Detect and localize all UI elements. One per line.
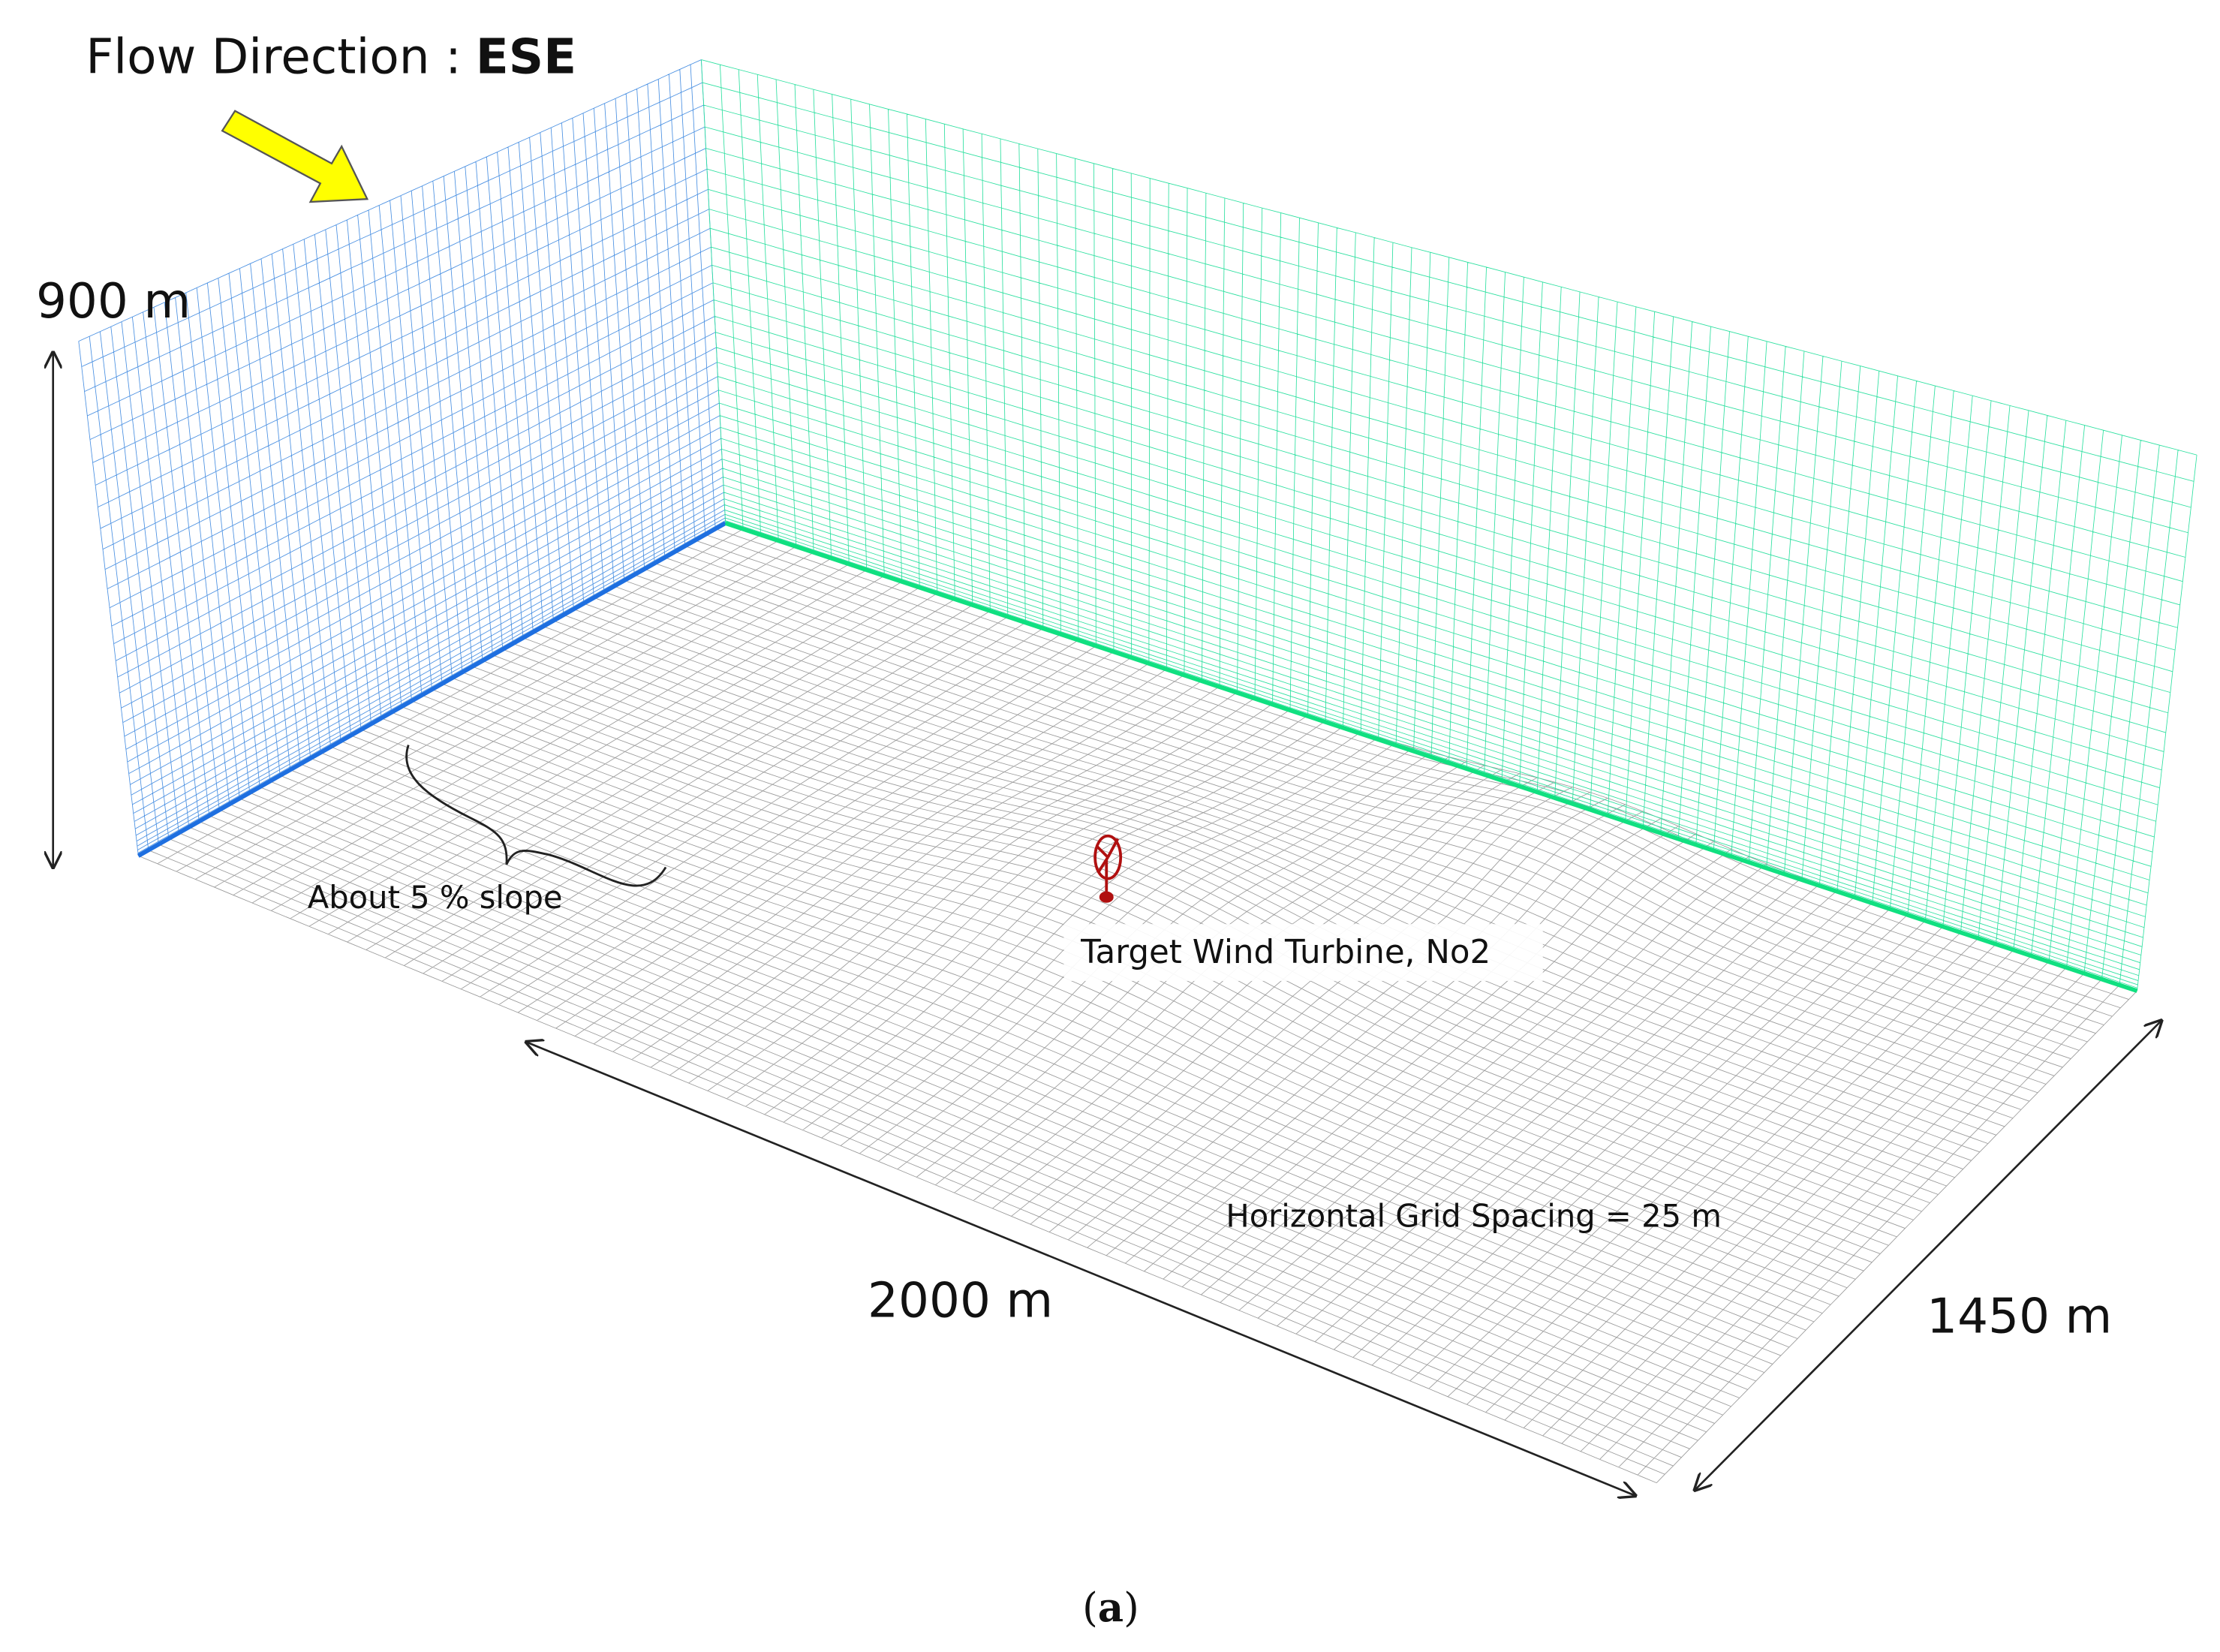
caption-close: ) [1124,1584,1139,1631]
mesh [78,59,2197,1483]
width-label: 1450 m [1927,1288,2112,1344]
caption: (a) [1082,1584,1139,1631]
caption-open: ( [1082,1584,1098,1631]
slope-brace [405,745,667,887]
flow-label-text: Flow Direction : [86,29,462,85]
height-label: 900 m [36,273,191,329]
turbine-label: Target Wind Turbine, No2 [1080,934,1491,971]
width-arrow [1695,1021,2161,1490]
flow-arrow [221,110,369,203]
flow-label: Flow Direction : ESE [86,29,576,85]
length-label: 2000 m [868,1273,1053,1329]
back-floor-edge [724,521,2138,993]
slope-label: About 5 % slope [308,879,563,916]
left-floor-edge [137,521,727,858]
floor-mesh [138,522,2137,1483]
flow-direction: ESE [476,29,576,85]
turbine-icon [1093,834,1123,903]
spacing-label: Horizontal Grid Spacing = 25 m [1226,1197,1722,1234]
left-wall-mesh [78,59,726,856]
back-wall-mesh [701,59,2197,992]
length-arrow [526,1042,1635,1495]
turbine-label-box [1063,924,1543,981]
caption-letter: a [1098,1584,1124,1631]
